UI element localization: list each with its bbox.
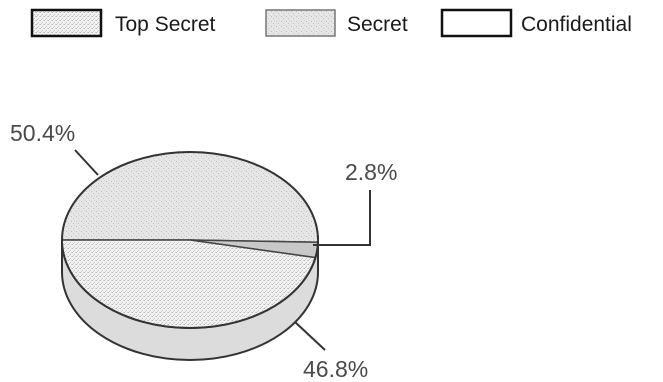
leader-line-confidential xyxy=(313,190,371,246)
legend: Top Secret Secret Confidential xyxy=(30,8,632,38)
leader-line-secret xyxy=(74,149,99,176)
data-label-top-secret: 46.8% xyxy=(303,356,368,382)
legend-label-secret: Secret xyxy=(347,13,408,36)
data-label-secret: 50.4% xyxy=(10,120,75,146)
legend-swatch-secret xyxy=(265,9,336,37)
legend-label-top-secret: Top Secret xyxy=(115,13,216,36)
leader-lines xyxy=(74,149,371,351)
pie-slice-secret xyxy=(61,151,319,243)
legend-item-secret: Secret xyxy=(265,9,408,37)
legend-swatch-confidential xyxy=(440,8,513,38)
legend-item-top-secret: Top Secret xyxy=(30,8,216,38)
legend-swatch-top-secret xyxy=(30,8,103,38)
pie-rim xyxy=(61,151,319,329)
leader-line-top-secret xyxy=(294,321,326,351)
data-label-confidential: 2.8% xyxy=(345,159,397,185)
legend-label-confidential: Confidential xyxy=(521,13,632,36)
legend-item-confidential: Confidential xyxy=(440,8,632,38)
pie-slices xyxy=(61,151,319,329)
